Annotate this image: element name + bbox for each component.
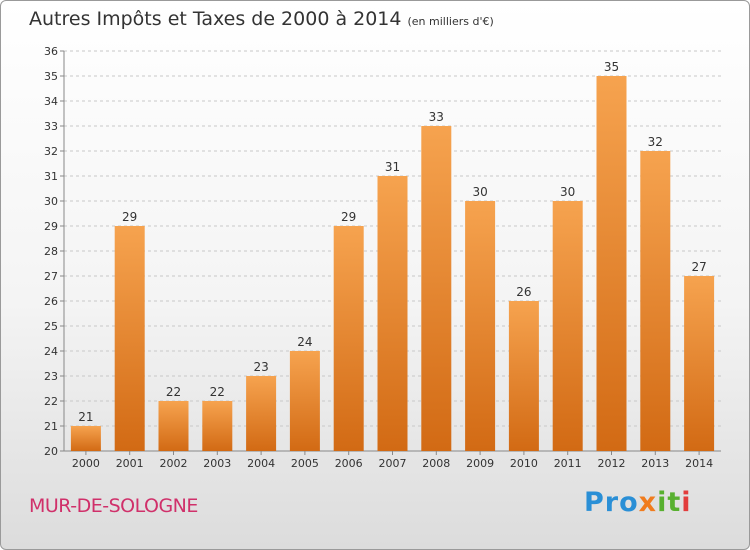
x-tick-label-2007: 2007	[379, 457, 407, 470]
x-tick-label-2005: 2005	[291, 457, 319, 470]
logo-part-3: it	[657, 487, 682, 518]
x-tick-label-2001: 2001	[116, 457, 144, 470]
data-label-2005: 24	[297, 335, 312, 349]
y-tick-label: 22	[44, 395, 58, 408]
title-unit: (en milliers d'€)	[407, 15, 494, 28]
y-tick-label: 35	[44, 70, 58, 83]
y-tick-label: 21	[44, 420, 58, 433]
data-label-2001: 29	[122, 210, 137, 224]
y-tick-label: 20	[44, 445, 58, 458]
data-label-2009: 30	[472, 185, 487, 199]
bar-2007	[377, 176, 408, 451]
logo-part-1: Pro	[584, 487, 639, 518]
commune-name: MUR-DE-SOLOGNE	[29, 495, 198, 517]
data-label-2007: 31	[385, 160, 400, 174]
y-tick-label: 23	[44, 370, 58, 383]
x-tick-label-2011: 2011	[554, 457, 582, 470]
data-label-2013: 32	[648, 135, 663, 149]
x-tick-label-2003: 2003	[203, 457, 231, 470]
logo-part-2: x	[638, 487, 658, 518]
bar-2001	[114, 226, 145, 451]
proxiti-logo: Proxiti	[584, 487, 692, 518]
y-tick-label: 25	[44, 320, 58, 333]
x-tick-label-2000: 2000	[72, 457, 100, 470]
bar-2013	[640, 151, 671, 451]
y-tick-label: 31	[44, 170, 58, 183]
x-tick-label-2012: 2012	[598, 457, 626, 470]
data-labels: 21 29 22 22 23 24 29 31 33 30 26 30 35 32 27	[78, 60, 706, 424]
bar-2008	[421, 126, 452, 451]
x-tick-label-2010: 2010	[510, 457, 538, 470]
y-tick-label: 36	[44, 45, 58, 58]
y-tick-label: 33	[44, 120, 58, 133]
x-tick-label-2006: 2006	[335, 457, 363, 470]
data-label-2012: 35	[604, 60, 619, 74]
y-tick-label: 27	[44, 270, 58, 283]
bar-2014	[684, 276, 715, 451]
data-label-2004: 23	[253, 360, 268, 374]
y-tick-label: 32	[44, 145, 58, 158]
bar-2006	[333, 226, 364, 451]
y-tick-label: 28	[44, 245, 58, 258]
bar-2000	[70, 426, 101, 451]
data-label-2014: 27	[691, 260, 706, 274]
bar-2009	[465, 201, 496, 451]
y-tick-label: 29	[44, 220, 58, 233]
title-text: Autres Impôts et Taxes de 2000 à 2014	[29, 8, 402, 30]
data-label-2006: 29	[341, 210, 356, 224]
data-label-2002: 22	[166, 385, 181, 399]
bar-2011	[552, 201, 583, 451]
y-tick-label: 34	[44, 95, 58, 108]
x-tick-label-2009: 2009	[466, 457, 494, 470]
bar-2012	[596, 76, 627, 451]
chart-title: Autres Impôts et Taxes de 2000 à 2014 (en…	[29, 8, 494, 30]
data-label-2003: 22	[210, 385, 225, 399]
x-tick-label-2008: 2008	[422, 457, 450, 470]
bar-2002	[158, 401, 189, 451]
y-tick-label: 26	[44, 295, 58, 308]
y-tick-label: 30	[44, 195, 58, 208]
bar-2003	[202, 401, 233, 451]
bar-2004	[246, 376, 277, 451]
x-tick-label-2002: 2002	[160, 457, 188, 470]
data-label-2011: 30	[560, 185, 575, 199]
data-label-2008: 33	[429, 110, 444, 124]
x-tick-label-2014: 2014	[685, 457, 713, 470]
x-tick-label-2004: 2004	[247, 457, 275, 470]
bars	[70, 76, 715, 451]
data-label-2010: 26	[516, 285, 531, 299]
data-label-2000: 21	[78, 410, 93, 424]
logo-part-4: i	[681, 487, 692, 518]
y-tick-label: 24	[44, 345, 58, 358]
x-tick-label-2013: 2013	[641, 457, 669, 470]
bar-2005	[289, 351, 320, 451]
bar-2010	[508, 301, 539, 451]
